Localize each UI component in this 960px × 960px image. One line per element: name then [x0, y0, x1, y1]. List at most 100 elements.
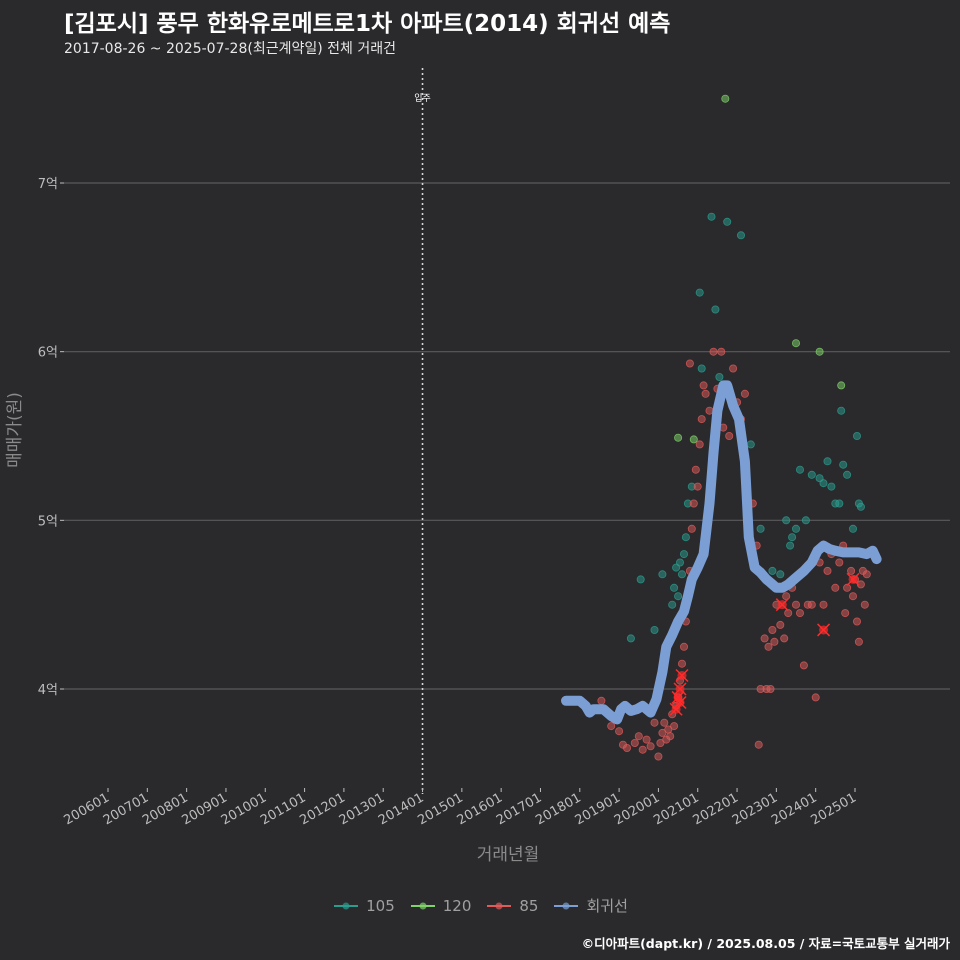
scatter-points	[597, 94, 871, 761]
legend-key-3	[554, 902, 579, 909]
point-105-36	[827, 482, 836, 491]
point-105-31	[807, 470, 816, 479]
legend-key-1	[410, 902, 435, 909]
point-105-18	[715, 372, 724, 381]
point-105-21	[746, 440, 755, 449]
point-85-53	[764, 642, 773, 651]
point-105-40	[839, 460, 848, 469]
point-105-34	[819, 479, 828, 488]
point-85-38	[709, 347, 718, 356]
point-105-7	[674, 592, 683, 601]
point-105-9	[678, 570, 687, 579]
point-105-16	[707, 212, 716, 221]
point-105-14	[695, 288, 704, 297]
point-85-42	[725, 431, 734, 440]
point-85-6	[634, 732, 643, 741]
point-105-42	[849, 524, 858, 533]
gridlines	[64, 182, 950, 690]
point-120-3	[792, 339, 801, 348]
point-105-0	[626, 634, 635, 643]
legend-item-3: 회귀선	[552, 895, 628, 916]
x-axis-title: 거래년월	[477, 845, 540, 865]
legend-key-dot-0	[342, 902, 350, 909]
point-85-37	[705, 406, 714, 415]
point-105-3	[658, 570, 667, 579]
point-85-24	[680, 642, 689, 651]
point-105-15	[697, 364, 706, 373]
chart-subtitle: 2017-08-26 ~ 2025-07-28(최근계약일) 전체 거래건	[64, 41, 396, 57]
legend-key-dot-3	[562, 902, 570, 909]
point-85-60	[782, 592, 791, 601]
point-85-11	[654, 752, 663, 761]
point-120-4	[815, 347, 824, 356]
regression-line-layer	[561, 380, 882, 725]
point-105-30	[801, 516, 810, 525]
point-105-38	[835, 499, 844, 508]
point-105-29	[796, 465, 805, 474]
point-85-13	[658, 728, 667, 737]
regression-line	[561, 380, 882, 725]
y-tick-label-2: 6억	[38, 346, 58, 361]
point-85-19	[670, 722, 679, 731]
highlight-cross-4	[673, 695, 687, 710]
point-85-30	[691, 465, 700, 474]
highlight-cross-5	[775, 598, 789, 612]
point-85-64	[796, 609, 805, 618]
point-85-2	[615, 727, 624, 736]
highlight-markers	[669, 572, 860, 716]
point-85-5	[630, 739, 639, 748]
point-85-4	[623, 744, 632, 753]
point-105-25	[782, 516, 791, 525]
point-85-12	[656, 739, 665, 748]
legend-label-0: 105	[366, 896, 395, 915]
point-85-85	[841, 609, 850, 618]
point-85-33	[697, 415, 706, 424]
point-120-1	[689, 435, 698, 444]
point-85-68	[811, 693, 820, 702]
point-85-40	[717, 347, 726, 356]
point-105-2	[650, 626, 659, 635]
point-85-8	[642, 735, 651, 744]
point-85-67	[807, 600, 816, 609]
x-tick-label-19: 202501	[809, 790, 859, 828]
point-85-14	[660, 718, 669, 727]
point-85-86	[849, 592, 858, 601]
legend-label-3: 회귀선	[586, 897, 628, 915]
highlight-cross-3	[675, 668, 689, 683]
point-120-0	[674, 433, 683, 442]
point-105-17	[711, 305, 720, 314]
point-105-24	[776, 570, 785, 579]
highlight-cross-7	[846, 572, 860, 586]
legend-key-dot-2	[495, 902, 503, 909]
point-105-28	[792, 524, 801, 533]
point-85-71	[823, 566, 832, 575]
point-85-77	[847, 566, 856, 575]
point-120-2	[721, 94, 730, 103]
point-105-26	[786, 541, 795, 550]
point-85-36	[701, 389, 710, 398]
point-105-23	[768, 566, 777, 575]
legend-item-2: 85	[485, 896, 538, 916]
point-85-29	[689, 499, 698, 508]
point-105-35	[823, 457, 832, 466]
point-85-46	[740, 389, 749, 398]
point-85-51	[760, 634, 769, 643]
point-85-79	[853, 617, 862, 626]
point-85-28	[687, 524, 696, 533]
point-105-27	[788, 533, 797, 542]
legend-label-1: 120	[442, 896, 472, 915]
point-85-63	[792, 600, 801, 609]
point-85-34	[685, 359, 694, 368]
point-105-45	[856, 502, 865, 511]
source-caption: ©디아파트(dapt.kr) / 2025.08.05 / 자료=국토교통부 실…	[581, 936, 950, 951]
legend-key-2	[487, 902, 512, 909]
point-85-23	[678, 659, 687, 668]
y-tick-label-0: 4억	[38, 683, 58, 698]
point-105-43	[853, 431, 862, 440]
y-tick-label-3: 7억	[38, 177, 58, 192]
point-85-74	[835, 558, 844, 567]
legend-item-0: 105	[332, 896, 395, 916]
point-85-65	[799, 661, 808, 670]
point-85-43	[729, 364, 738, 373]
